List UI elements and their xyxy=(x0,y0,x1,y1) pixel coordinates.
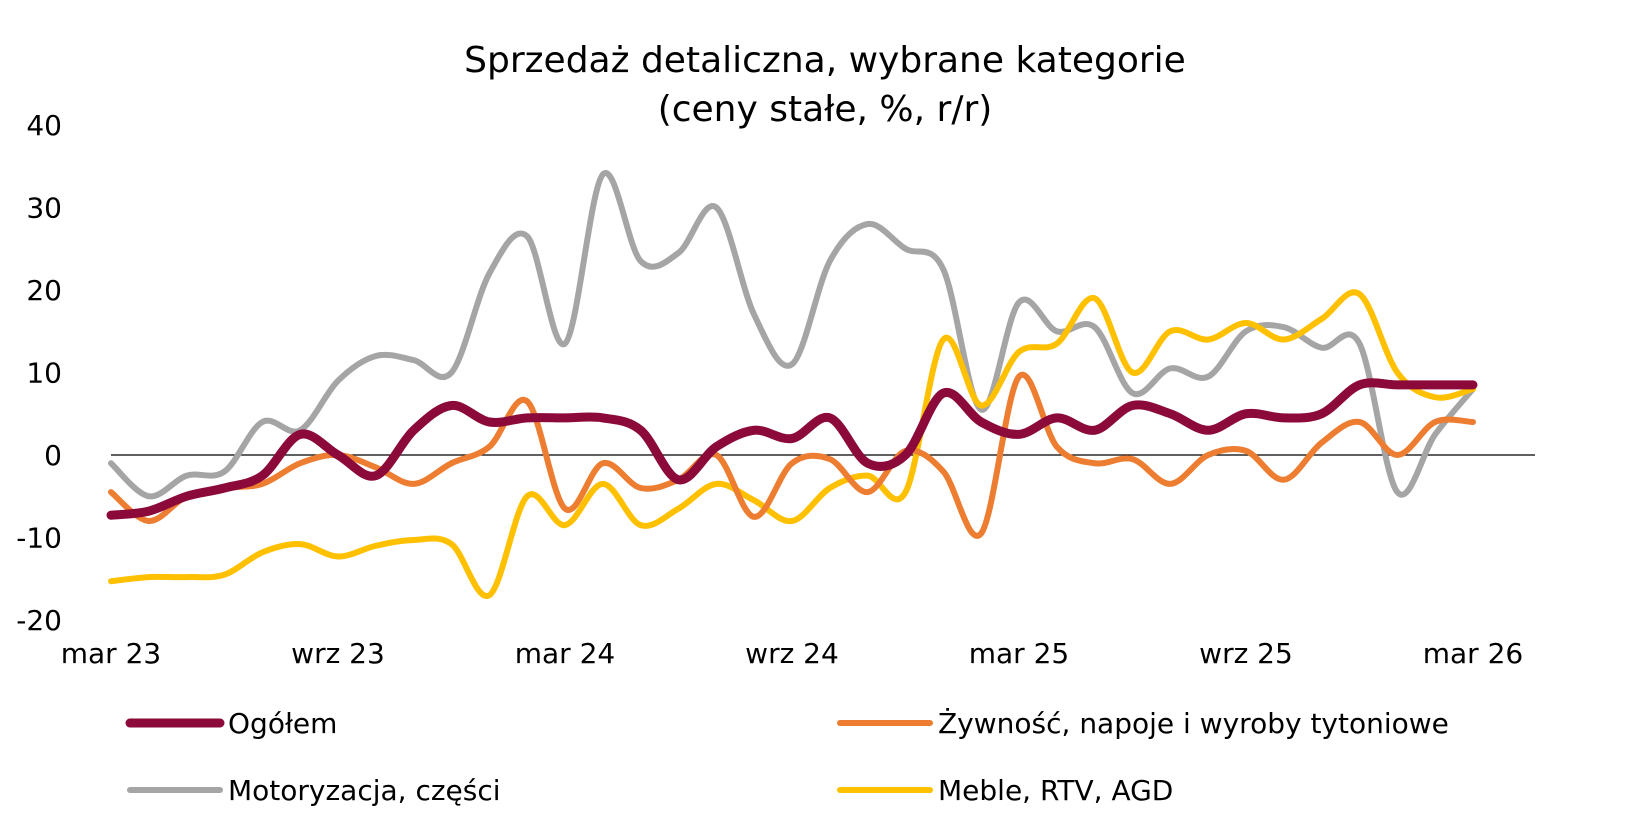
x-tick-label: mar 25 xyxy=(969,637,1069,670)
legend-item-ogolem: Ogółem xyxy=(125,707,337,740)
chart-subtitle: (ceny stałe, %, r/r) xyxy=(658,89,993,130)
legend-label-zywnosc: Żywność, napoje i wyroby tytoniowe xyxy=(938,707,1449,740)
x-tick-label: mar 23 xyxy=(61,637,161,670)
x-tick-label: mar 24 xyxy=(515,637,615,670)
y-tick-label: -10 xyxy=(16,522,62,555)
y-tick-label: 20 xyxy=(26,274,62,307)
y-tick-label: 40 xyxy=(26,109,62,142)
legend-item-zywnosc: Żywność, napoje i wyroby tytoniowe xyxy=(837,707,1449,740)
series-line-motoryzacja xyxy=(108,170,1476,500)
legend-item-meble: Meble, RTV, AGD xyxy=(837,774,1173,807)
legend-label-ogolem: Ogółem xyxy=(228,707,337,740)
x-axis: mar 23 wrz 23 mar 24 wrz 24 mar 25 wrz 25 mar … xyxy=(61,637,1523,670)
chart-title: Sprzedaż detaliczna, wybrane kategorie xyxy=(464,40,1186,81)
y-tick-label: 10 xyxy=(26,357,62,390)
x-tick-label: mar 26 xyxy=(1423,637,1523,670)
series-line-ogolem xyxy=(106,378,1478,520)
legend-label-meble: Meble, RTV, AGD xyxy=(938,774,1173,807)
plot-area xyxy=(106,170,1478,600)
series-line-meble xyxy=(108,289,1476,600)
series-line-zywnosc xyxy=(108,371,1476,539)
legend: Ogółem Żywność, napoje i wyroby tytoniow… xyxy=(125,707,1449,807)
y-tick-label: -20 xyxy=(16,604,62,637)
y-tick-label: 0 xyxy=(44,439,62,472)
x-tick-label: wrz 25 xyxy=(1199,637,1293,670)
y-tick-label: 30 xyxy=(26,192,62,225)
y-axis: 40 30 20 10 0 -10 -20 xyxy=(16,109,62,637)
x-tick-label: wrz 23 xyxy=(291,637,385,670)
x-tick-label: wrz 24 xyxy=(745,637,839,670)
legend-label-motoryzacja: Motoryzacja, części xyxy=(228,774,501,807)
legend-item-motoryzacja: Motoryzacja, części xyxy=(127,774,501,807)
